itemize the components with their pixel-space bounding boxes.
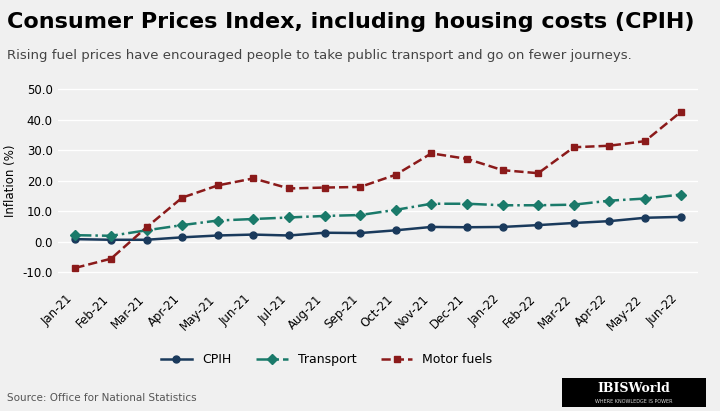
Y-axis label: Inflation (%): Inflation (%) (4, 145, 17, 217)
Text: IBISWorld: IBISWorld (597, 382, 670, 395)
Text: WHERE KNOWLEDGE IS POWER: WHERE KNOWLEDGE IS POWER (595, 399, 672, 404)
Text: Consumer Prices Index, including housing costs (CPIH): Consumer Prices Index, including housing… (7, 12, 695, 32)
Text: Rising fuel prices have encouraged people to take public transport and go on few: Rising fuel prices have encouraged peopl… (7, 49, 632, 62)
Legend: CPIH, Transport, Motor fuels: CPIH, Transport, Motor fuels (156, 348, 498, 371)
Text: Source: Office for National Statistics: Source: Office for National Statistics (7, 393, 197, 403)
